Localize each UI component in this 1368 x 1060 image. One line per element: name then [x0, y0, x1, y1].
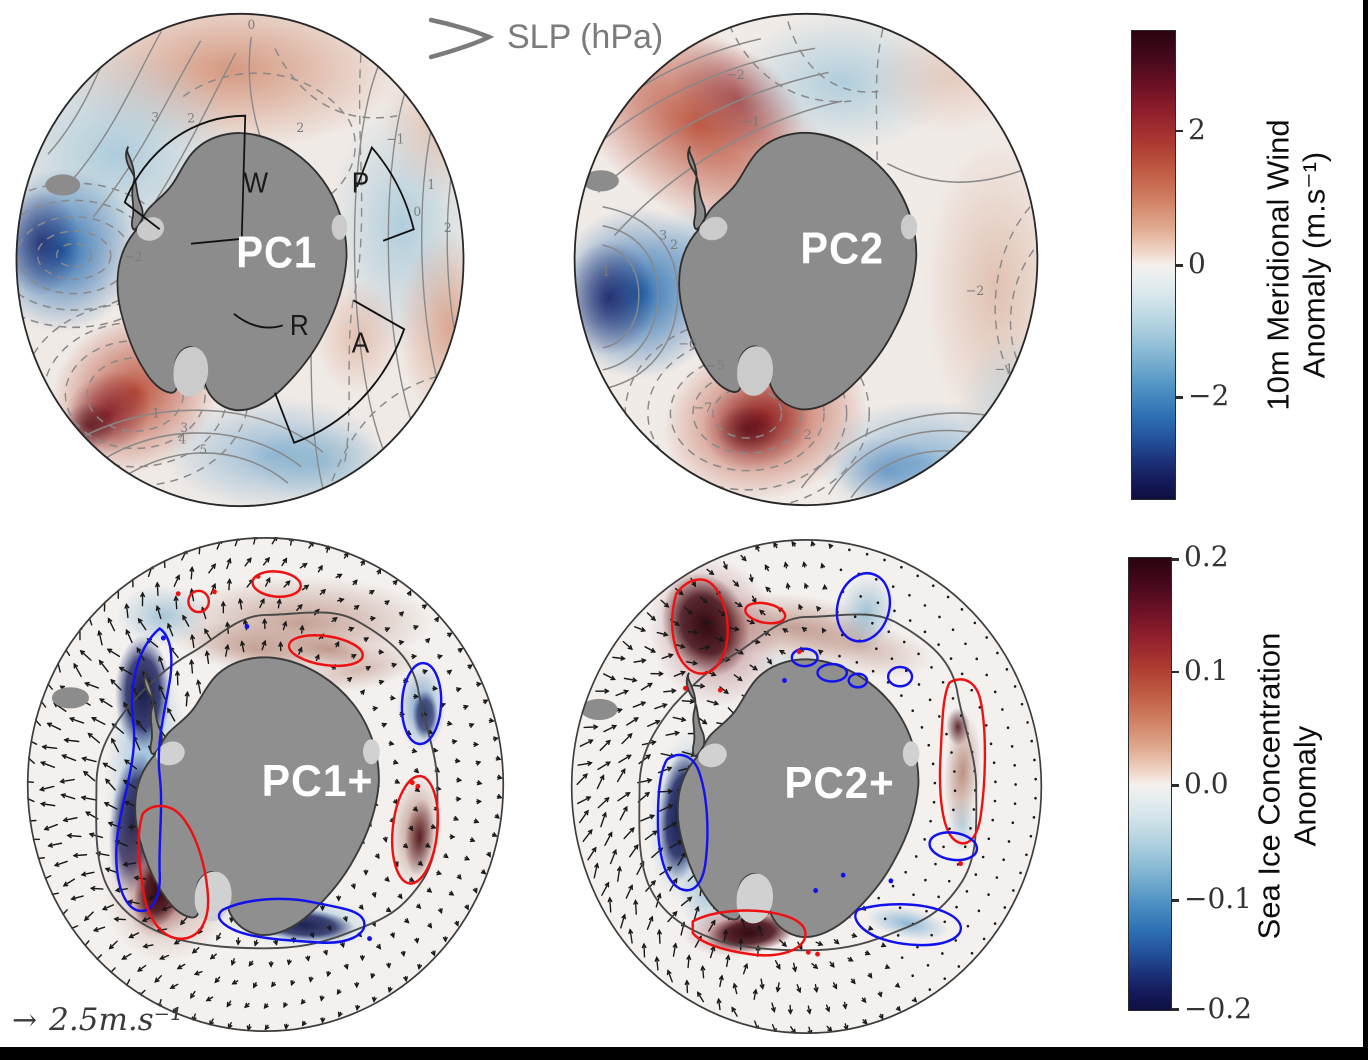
frame-bottom: [0, 1047, 1368, 1060]
colorbar-tick: [1171, 558, 1179, 561]
map-boundary: [570, 538, 1043, 1035]
region-label-P: P: [352, 167, 369, 199]
contour-label: −7: [694, 401, 713, 416]
contour-label: 2: [444, 221, 452, 237]
contour-label: 5: [199, 443, 207, 459]
map-boundary: [26, 536, 505, 1033]
contour-label: 3: [659, 228, 667, 243]
sector-outlines: [123, 114, 415, 444]
colorbar-tick: [1175, 264, 1183, 267]
south-america-tip: [51, 687, 90, 709]
contour-label: 3: [180, 421, 188, 437]
colorbar-tick: [1175, 129, 1183, 133]
contour-label: 2: [804, 428, 812, 443]
region-labels: W P R A: [243, 167, 369, 359]
colorbar-tick: [1175, 396, 1183, 399]
colorbar-tick-label: 0.1: [1184, 653, 1229, 687]
colorbar-wind-title: 10m Meridional Wind Anomaly (m.s⁻¹): [1260, 119, 1331, 411]
contour-label: 1: [152, 406, 160, 422]
colorbar-tick-label: −0.2: [1184, 992, 1252, 1025]
colorbar-tick: [1171, 899, 1179, 902]
contour-label: −1: [742, 115, 761, 130]
contour-label: −1: [995, 362, 1014, 377]
contour-label: 1: [602, 264, 610, 279]
sig-dots-red: [683, 649, 963, 957]
slp-legend-label: SLP (hPa): [507, 17, 664, 56]
contour-label: −2: [966, 284, 985, 299]
colorbar-tick: [1171, 784, 1179, 787]
contour-label: 2: [187, 111, 195, 127]
panel-title-pc2: PC2: [800, 224, 884, 273]
colorbar-tick-label: 0: [1188, 247, 1206, 280]
panel-title-pc1: PC1: [236, 228, 317, 277]
contour-label: 0: [413, 204, 421, 220]
sig-dots-blue: [782, 678, 894, 894]
south-america-tip: [582, 170, 619, 192]
colorbar-tick: [1171, 1008, 1179, 1011]
contour-chevron-icon: [428, 17, 495, 60]
map-boundary: [15, 12, 465, 508]
region-label-W: W: [243, 167, 268, 199]
contour-label: 1: [427, 177, 435, 193]
south-america-tip: [45, 174, 81, 196]
contour-label: 1: [947, 49, 955, 64]
contour-label: 0: [247, 18, 255, 34]
colorbar-wind: 2 0 −2: [1131, 30, 1229, 500]
slp-legend: SLP (hPa): [425, 12, 663, 62]
colorbar-tick-label: 0.0: [1184, 767, 1229, 801]
colorbar-wind-gradient: [1132, 31, 1175, 499]
quiver-key: → 2.5m.s⁻¹: [12, 1002, 182, 1038]
colorbar-tick-label: 0.2: [1184, 540, 1229, 573]
colorbar-sic-gradient: [1129, 558, 1171, 1010]
colorbar-tick: [1171, 670, 1179, 674]
frame-right: [1363, 0, 1368, 1060]
contour-label: −1: [386, 132, 404, 148]
contour-label: 3: [151, 110, 159, 126]
colorbar-sic: 0.2 0.1 0.0 −0.1 −0.2: [1128, 540, 1252, 1025]
map-boundary: [573, 12, 1039, 507]
region-label-R: R: [290, 309, 309, 341]
sig-dots-blue: [160, 623, 372, 942]
sig-dots-red: [175, 573, 421, 789]
contour-label: 2: [296, 121, 304, 137]
region-label-A: A: [352, 326, 370, 358]
significance-outlines: [656, 572, 987, 957]
contour-label: 2: [670, 238, 678, 253]
colorbar-sic-title: Sea Ice Concentration Anomaly: [1251, 632, 1322, 940]
colorbar-tick-label: −2: [1188, 379, 1230, 413]
panel-title-pc1plus: PC1+: [262, 757, 374, 806]
colorbar-tick-label: 2: [1188, 112, 1206, 146]
map-panel-pc1plus: PC1+: [26, 536, 505, 1033]
significance-outlines: [115, 570, 443, 944]
panel-title-pc2plus: PC2+: [784, 759, 894, 808]
contour-label: 4: [178, 432, 186, 448]
map-panel-pc2plus: PC2+: [570, 538, 1043, 1035]
contour-label: −2: [726, 68, 745, 83]
contour-label: −6: [678, 336, 697, 351]
contour-label: −5: [706, 359, 725, 374]
contour-label: −2: [124, 249, 142, 265]
quiver-key-label: 2.5m.s⁻¹: [49, 1002, 183, 1038]
reference-arrow-icon: →: [12, 1003, 38, 1038]
colorbar-tick-label: −0.1: [1184, 882, 1252, 916]
